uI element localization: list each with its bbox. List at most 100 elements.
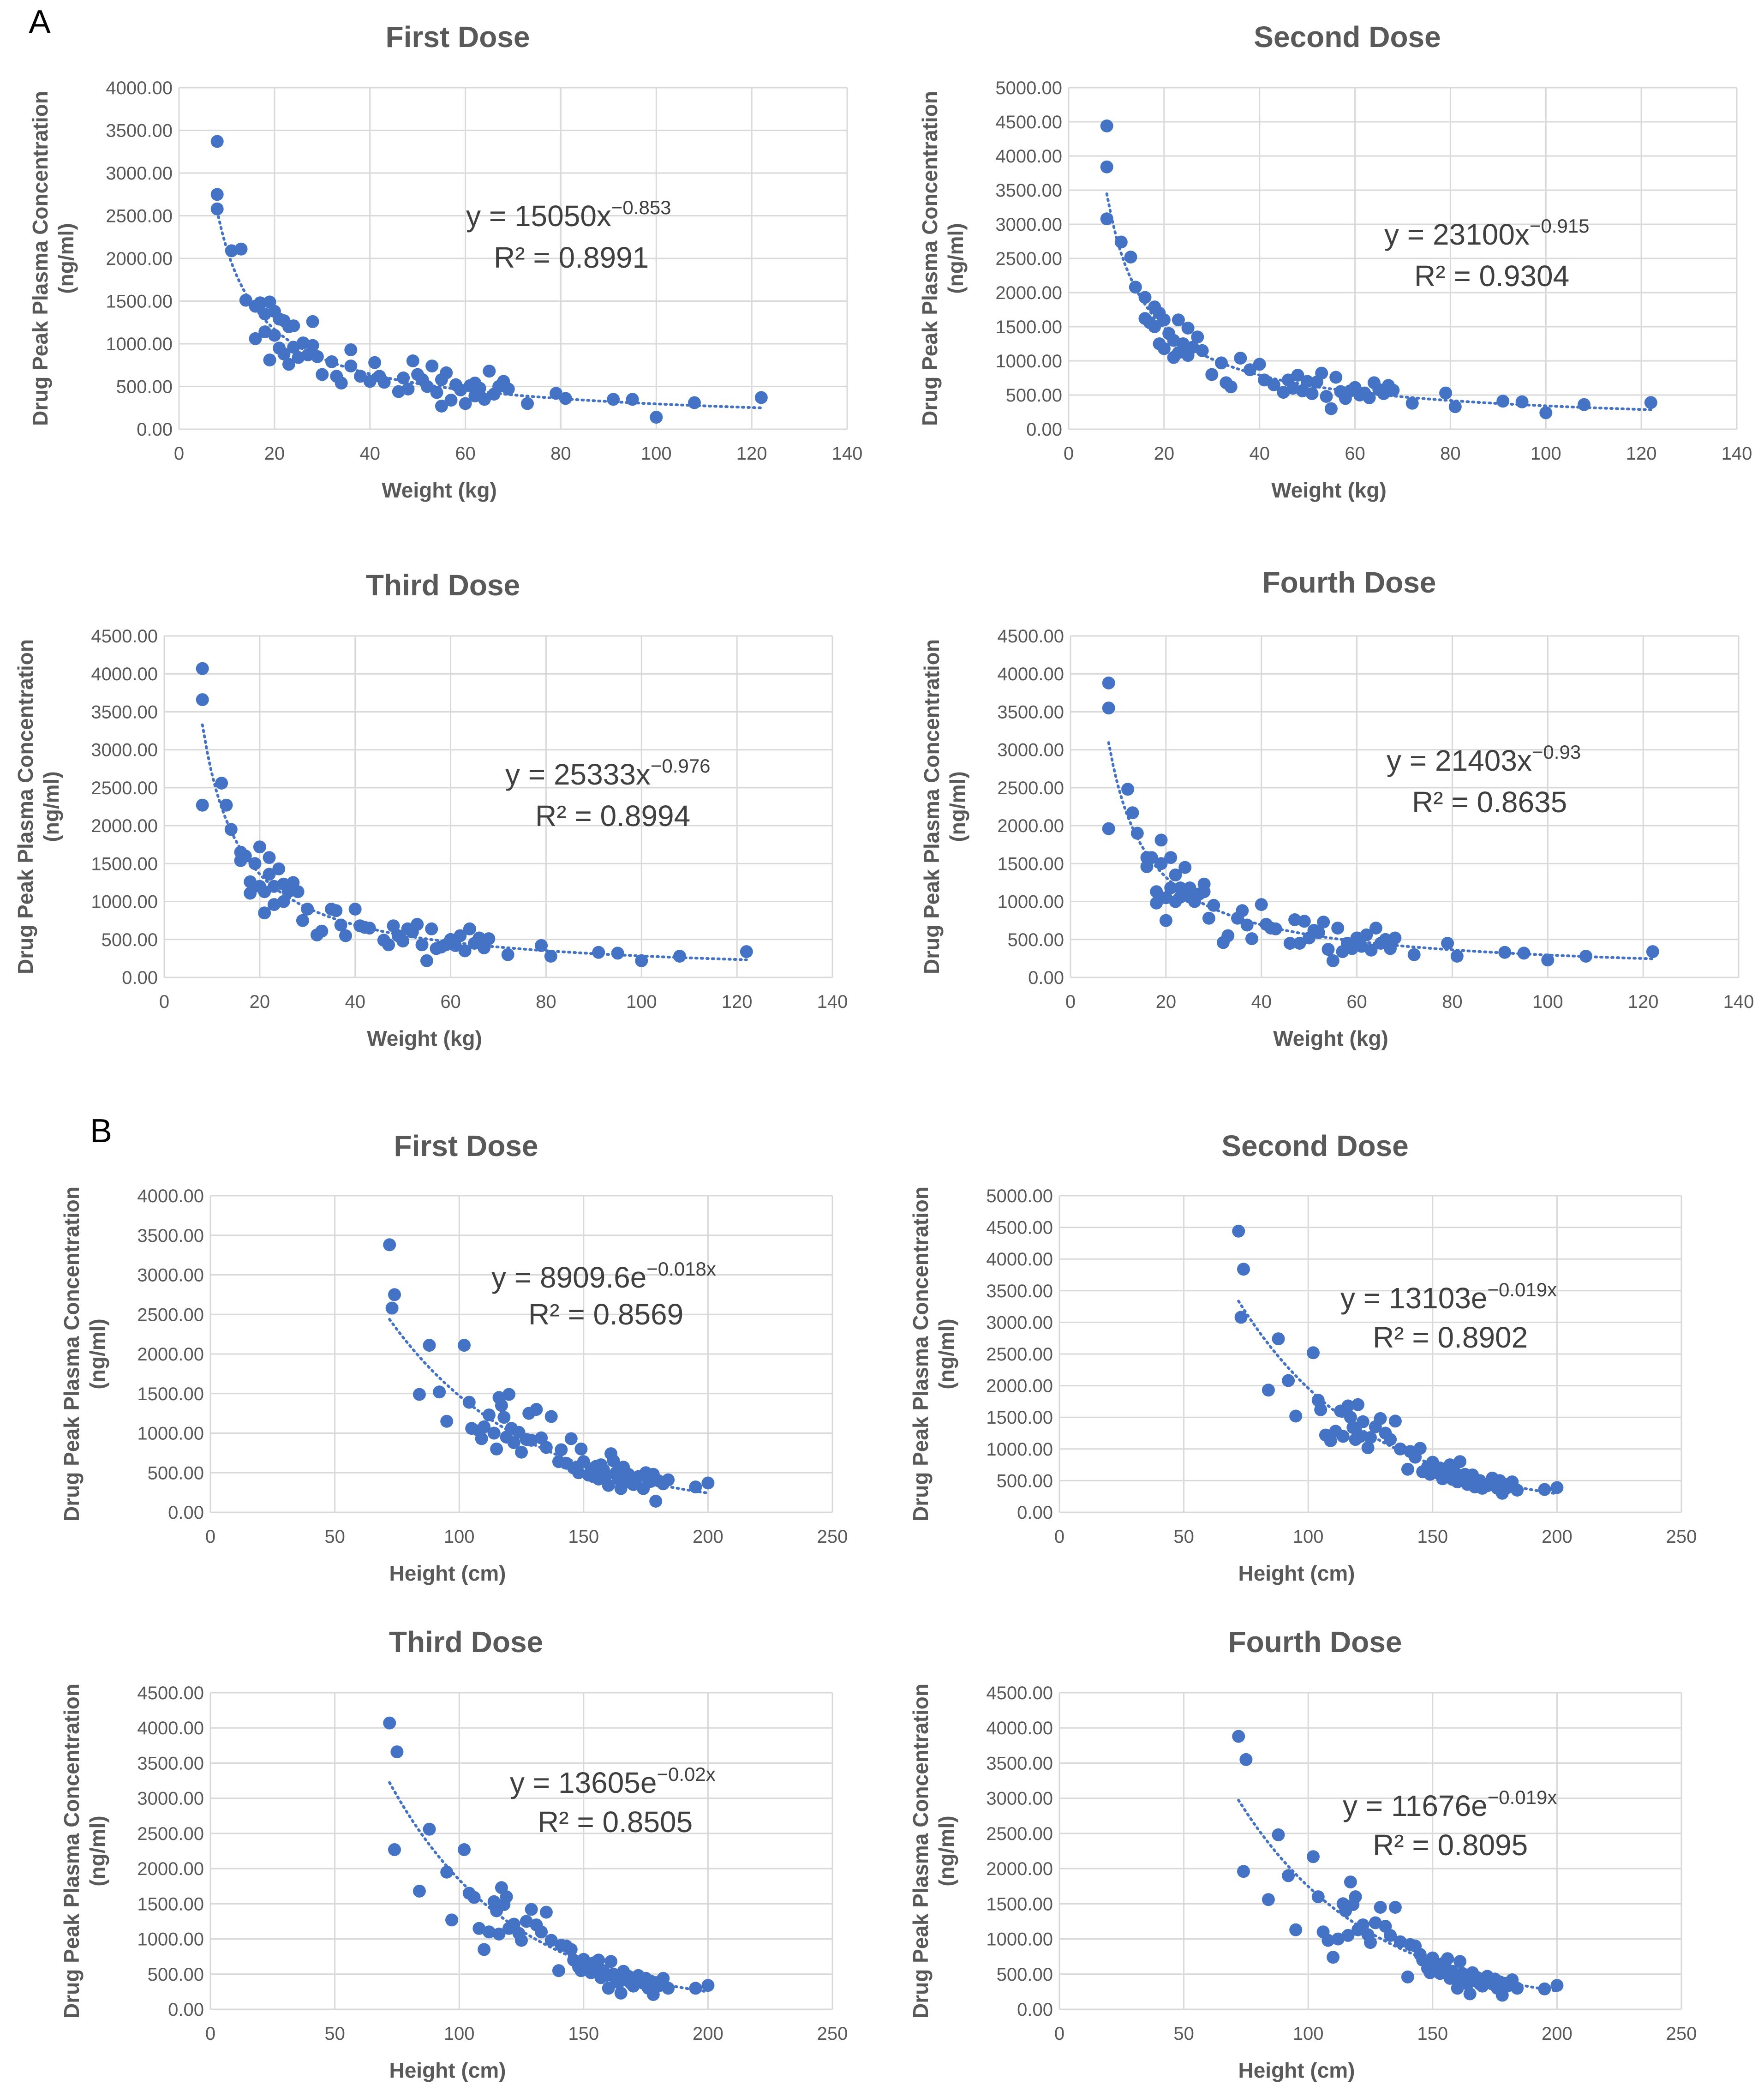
data-point xyxy=(239,294,252,307)
x-tick-label: 50 xyxy=(1173,2024,1194,2044)
x-tick-label: 0 xyxy=(205,1527,215,1547)
data-point xyxy=(433,1385,446,1399)
data-point xyxy=(1364,943,1378,957)
y-tick-label: 4500.00 xyxy=(995,112,1062,132)
data-point xyxy=(1164,851,1178,864)
y-tick-label: 2000.00 xyxy=(986,1376,1053,1396)
x-tick-label: 80 xyxy=(536,992,556,1012)
data-point xyxy=(1232,1224,1245,1238)
data-point xyxy=(550,387,563,400)
y-tick-label: 1500.00 xyxy=(106,292,173,312)
x-axis-label: Weight (kg) xyxy=(367,1026,482,1050)
data-point xyxy=(1181,322,1195,335)
y-axis-label: (ng/ml) xyxy=(944,223,968,294)
x-tick-label: 120 xyxy=(1628,992,1659,1012)
y-axis-label: (ng/ml) xyxy=(39,771,63,842)
data-point xyxy=(483,365,496,378)
data-point xyxy=(1288,913,1302,926)
r-squared-label: R² = 0.8569 xyxy=(528,1298,683,1331)
y-tick-label: 2500.00 xyxy=(137,1305,204,1325)
y-tick-label: 3000.00 xyxy=(137,1265,204,1286)
data-point xyxy=(1356,1415,1369,1428)
data-point xyxy=(1517,947,1531,960)
data-point xyxy=(215,777,228,790)
chart-2: Second Dose 0.00 500.00 1000.00 1500.00 2000.… xyxy=(918,20,1752,502)
data-point xyxy=(1138,291,1152,304)
equation-base: y = 25333x xyxy=(505,758,651,791)
y-tick-label: 1000.00 xyxy=(986,1929,1053,1950)
data-point xyxy=(1324,1434,1337,1447)
y-tick-label: 2500.00 xyxy=(91,778,158,798)
x-tick-label: 150 xyxy=(1417,1527,1448,1547)
charts-container: First Dose0.00500.001000.001500.002000.0… xyxy=(13,20,1754,2082)
data-point xyxy=(1159,914,1172,927)
y-tick-label: 4500.00 xyxy=(997,626,1064,647)
data-point xyxy=(220,798,233,812)
data-point xyxy=(1550,1979,1564,1992)
data-point xyxy=(1267,378,1280,391)
data-point xyxy=(249,332,262,345)
data-point xyxy=(673,950,686,963)
data-point xyxy=(1145,851,1158,864)
data-point xyxy=(1307,1346,1320,1360)
data-point xyxy=(1164,881,1178,894)
data-point xyxy=(1388,1414,1402,1428)
data-point xyxy=(1102,822,1115,835)
data-point xyxy=(1384,1929,1397,1942)
data-point xyxy=(413,1884,426,1898)
y-tick-label: 2000.00 xyxy=(137,1859,204,1879)
equation-exponent: −0.02x xyxy=(657,1763,716,1785)
chart-title: Second Dose xyxy=(1254,20,1441,54)
r-squared-label: R² = 0.8095 xyxy=(1373,1828,1528,1862)
data-point xyxy=(572,1466,585,1480)
data-point xyxy=(445,1913,458,1927)
data-point xyxy=(501,948,514,961)
trendline-equation: y = 11676e−0.019x xyxy=(1343,1786,1557,1822)
data-point xyxy=(535,1431,548,1444)
data-point xyxy=(1448,400,1462,413)
data-point xyxy=(1293,937,1306,950)
data-point xyxy=(1283,937,1297,950)
data-point xyxy=(1401,1462,1414,1476)
data-point xyxy=(1388,1901,1402,1914)
data-point xyxy=(478,1420,491,1433)
x-tick-label: 0 xyxy=(1065,992,1076,1012)
x-axis-label: Weight (kg) xyxy=(1271,478,1387,502)
data-point xyxy=(1172,313,1185,327)
data-point xyxy=(282,358,295,371)
data-point xyxy=(1320,390,1333,403)
data-point xyxy=(1202,911,1215,925)
trendline xyxy=(388,1318,710,1495)
data-point xyxy=(253,840,266,854)
data-point xyxy=(1272,1332,1285,1346)
x-axis-label: Height (cm) xyxy=(389,1561,506,1585)
data-point xyxy=(1441,937,1454,950)
y-tick-label: 0.00 xyxy=(168,1503,204,1523)
equation-base: y = 21403x xyxy=(1387,744,1532,777)
x-tick-label: 0 xyxy=(174,443,184,464)
data-point xyxy=(1234,1311,1248,1324)
data-point xyxy=(626,393,639,406)
data-point xyxy=(435,400,448,413)
data-point xyxy=(592,946,605,959)
data-point xyxy=(604,1955,618,1968)
data-point xyxy=(478,1943,491,1956)
data-point xyxy=(1511,1982,1524,1995)
y-tick-label: 3000.00 xyxy=(106,163,173,184)
data-point xyxy=(688,396,701,409)
data-point xyxy=(430,386,443,399)
data-point xyxy=(1282,1869,1295,1882)
data-point xyxy=(390,1745,404,1759)
y-tick-label: 1500.00 xyxy=(91,854,158,874)
data-point xyxy=(1341,1399,1355,1413)
data-point xyxy=(1148,320,1161,333)
data-point xyxy=(420,954,433,967)
data-point xyxy=(1121,783,1135,796)
y-tick-label: 3500.00 xyxy=(137,1753,204,1773)
data-points xyxy=(1232,1730,1564,2002)
data-point xyxy=(502,383,515,395)
data-point xyxy=(1183,881,1196,894)
data-point xyxy=(472,1922,486,1935)
gridlines xyxy=(209,1692,833,2010)
data-point xyxy=(1344,1875,1357,1889)
